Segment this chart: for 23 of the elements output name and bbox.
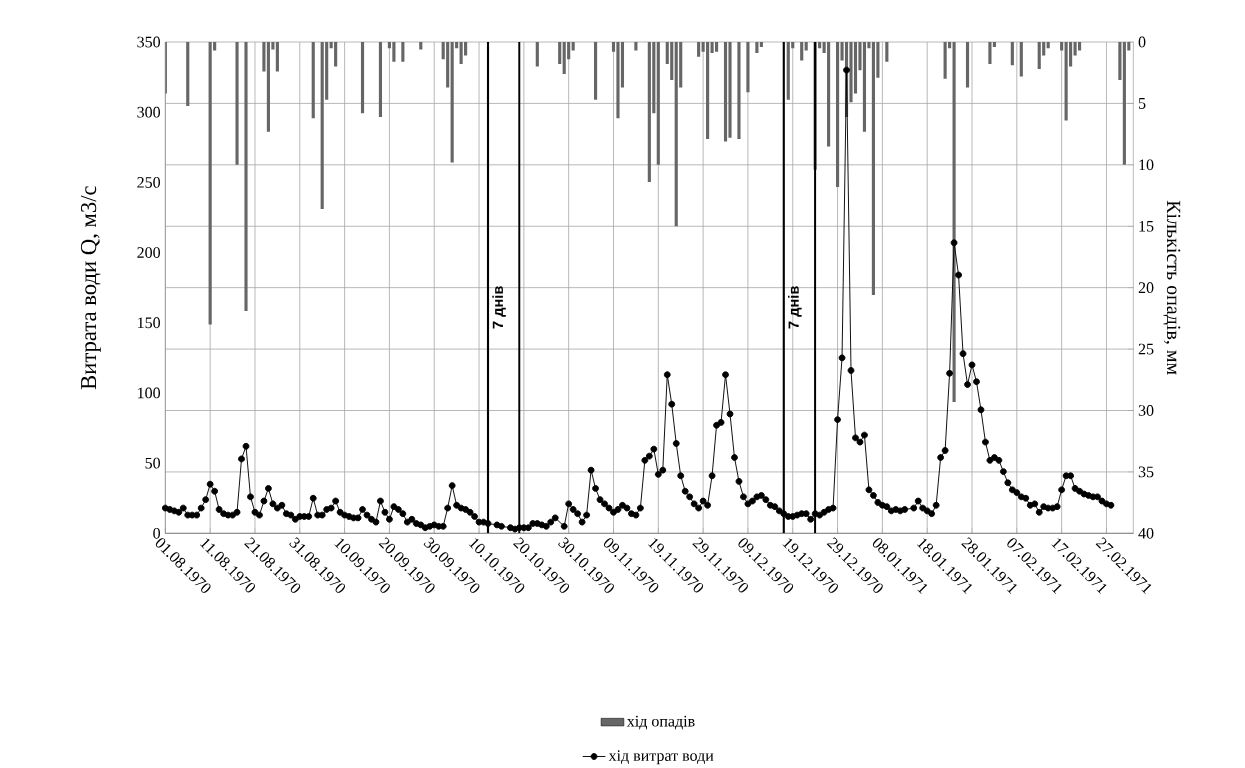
y2-tick-label: 20 xyxy=(1138,282,1154,293)
y2-tick-label: 0 xyxy=(1138,36,1146,48)
y2-axis-title: Кількість опадів, мм xyxy=(1163,200,1181,375)
ref-line-label: 7 днів xyxy=(492,286,506,329)
y-tick-label: 350 xyxy=(137,36,161,48)
y2-tick-label: 15 xyxy=(1139,220,1154,232)
legend-label: хід опадів xyxy=(626,715,695,730)
y2-tick-label: 25 xyxy=(1138,343,1154,355)
y2-tick-label: 5 xyxy=(1138,98,1146,109)
ref-line-label: 7 днів xyxy=(788,286,802,329)
y2-tick-label: 30 xyxy=(1138,405,1154,416)
y2-tick-label: 10 xyxy=(1139,159,1154,171)
legend-label: хід витрат води xyxy=(608,750,714,765)
y-tick-label: 200 xyxy=(137,247,161,258)
y2-tick-label: 35 xyxy=(1138,466,1154,478)
y2-tick-label: 40 xyxy=(1138,527,1154,539)
y-tick-label: 300 xyxy=(137,106,161,118)
y-tick-label: 50 xyxy=(145,457,161,469)
y-tick-label: 150 xyxy=(138,317,161,329)
y-axis-title: Витрата води Q, м3/с xyxy=(80,186,101,390)
y-tick-label: 100 xyxy=(138,387,161,399)
y-tick-label: 250 xyxy=(137,176,161,188)
y-tick-label: 0 xyxy=(153,527,161,539)
